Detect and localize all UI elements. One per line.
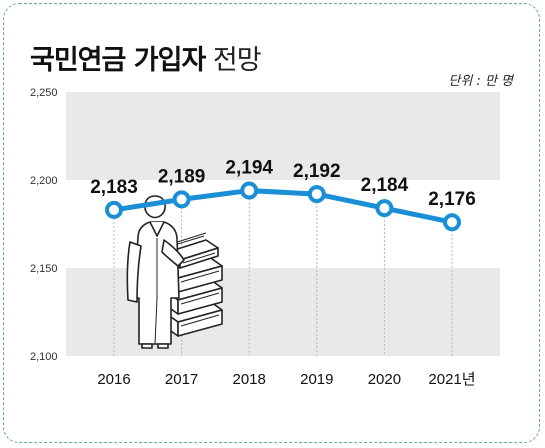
data-point xyxy=(375,199,394,218)
grid-bands xyxy=(66,92,500,356)
x-tick-label: 2020 xyxy=(368,371,401,388)
x-tick-label: 2018 xyxy=(233,371,266,388)
grid-band xyxy=(66,92,500,180)
x-guide-lines xyxy=(113,198,453,356)
data-labels: 2,183 2,189 2,194 2,192 2,184 2,176 xyxy=(90,158,476,211)
y-tick-label: 2,250 xyxy=(30,87,58,99)
unit-label: 단위 : 만 명 xyxy=(448,74,513,89)
y-tick-label: 2,150 xyxy=(30,263,58,275)
series-line-layer xyxy=(111,188,455,225)
data-label: 2,192 xyxy=(293,161,341,182)
series-line xyxy=(111,188,455,225)
data-label: 2,176 xyxy=(428,189,476,210)
x-tick-label: 2017 xyxy=(165,371,198,388)
data-point xyxy=(240,181,259,200)
y-axis-ticks: 2,100 2,150 2,200 2,250 xyxy=(30,87,58,363)
x-tick-label: 2021년 xyxy=(428,371,475,388)
x-axis-ticks: 2016 2017 2018 2019 2020 2021년 xyxy=(97,371,475,388)
chart-title-sub: 전망 xyxy=(212,45,262,76)
y-tick-label: 2,100 xyxy=(30,351,58,363)
data-point xyxy=(443,213,461,232)
data-point xyxy=(105,200,123,219)
data-point xyxy=(307,185,326,204)
data-label: 2,194 xyxy=(225,158,273,179)
data-label: 2,184 xyxy=(361,175,409,196)
x-tick-label: 2019 xyxy=(300,371,333,388)
data-points xyxy=(105,181,461,232)
y-tick-label: 2,200 xyxy=(30,175,58,187)
chart-title-main: 국민연금 가입자 xyxy=(30,45,206,76)
chart-title: 국민연금 가입자 전망 xyxy=(30,38,262,77)
data-point xyxy=(172,190,191,209)
x-tick-label: 2016 xyxy=(97,371,130,388)
chart-frame xyxy=(3,3,540,443)
person-with-money-stacks-icon xyxy=(126,195,223,349)
data-label: 2,189 xyxy=(158,166,206,187)
data-label: 2,183 xyxy=(90,177,138,198)
